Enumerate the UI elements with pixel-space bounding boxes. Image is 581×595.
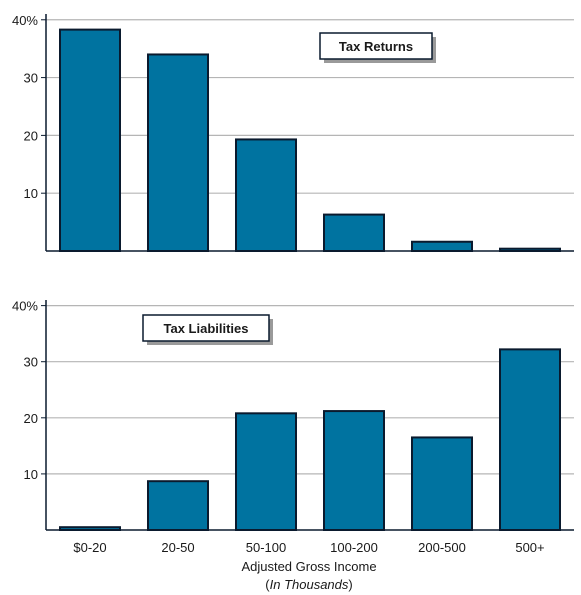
y-tick-label: 10 bbox=[24, 467, 38, 482]
bar-500 bbox=[499, 348, 561, 531]
bar-2050 bbox=[147, 480, 209, 532]
x-axis-title: Adjusted Gross Income bbox=[241, 559, 376, 574]
bar-020 bbox=[59, 28, 121, 253]
bar-200500 bbox=[411, 240, 473, 253]
x-axis-subtitle-open: ( bbox=[265, 577, 270, 592]
y-tick-label: 30 bbox=[24, 355, 38, 370]
x-tick-label: 500+ bbox=[515, 540, 544, 555]
tax-liabilities-panel: 40% 30 20 10 $0-20 20-50 50-100 100-200 200-500 5… bbox=[12, 299, 574, 555]
y-tick-label: 20 bbox=[24, 411, 38, 426]
legend-label: Tax Liabilities bbox=[163, 321, 248, 336]
x-tick-label: 20-50 bbox=[161, 540, 194, 555]
tax-returns-panel: 40% 30 20 10 Tax Returns bbox=[12, 13, 574, 253]
bar-100200 bbox=[323, 213, 385, 253]
bar-50100 bbox=[235, 412, 297, 532]
x-tick-label: $0-20 bbox=[73, 540, 106, 555]
x-tick-label: 200-500 bbox=[418, 540, 466, 555]
x-axis-subtitle-close: ) bbox=[348, 577, 352, 592]
legend-label: Tax Returns bbox=[339, 39, 413, 54]
y-tick-label: 40% bbox=[12, 13, 38, 28]
legend-box bbox=[142, 314, 270, 342]
bar-50100 bbox=[235, 138, 297, 252]
x-axis-caption: Adjusted Gross Income (In Thousands) bbox=[241, 559, 376, 592]
bar-200500 bbox=[411, 436, 473, 531]
x-axis-subtitle-italic: In Thousands bbox=[270, 577, 349, 592]
y-tick-label: 20 bbox=[24, 128, 38, 143]
y-tick-label: 30 bbox=[24, 71, 38, 86]
y-tick-label: 40% bbox=[12, 299, 38, 314]
x-tick-label: 50-100 bbox=[246, 540, 286, 555]
x-tick-label: 100-200 bbox=[330, 540, 378, 555]
bar-2050 bbox=[147, 53, 209, 253]
legend-box bbox=[319, 32, 433, 60]
bar-100200 bbox=[323, 410, 385, 532]
y-tick-label: 10 bbox=[24, 186, 38, 201]
x-axis-subtitle: (In Thousands) bbox=[265, 577, 352, 592]
